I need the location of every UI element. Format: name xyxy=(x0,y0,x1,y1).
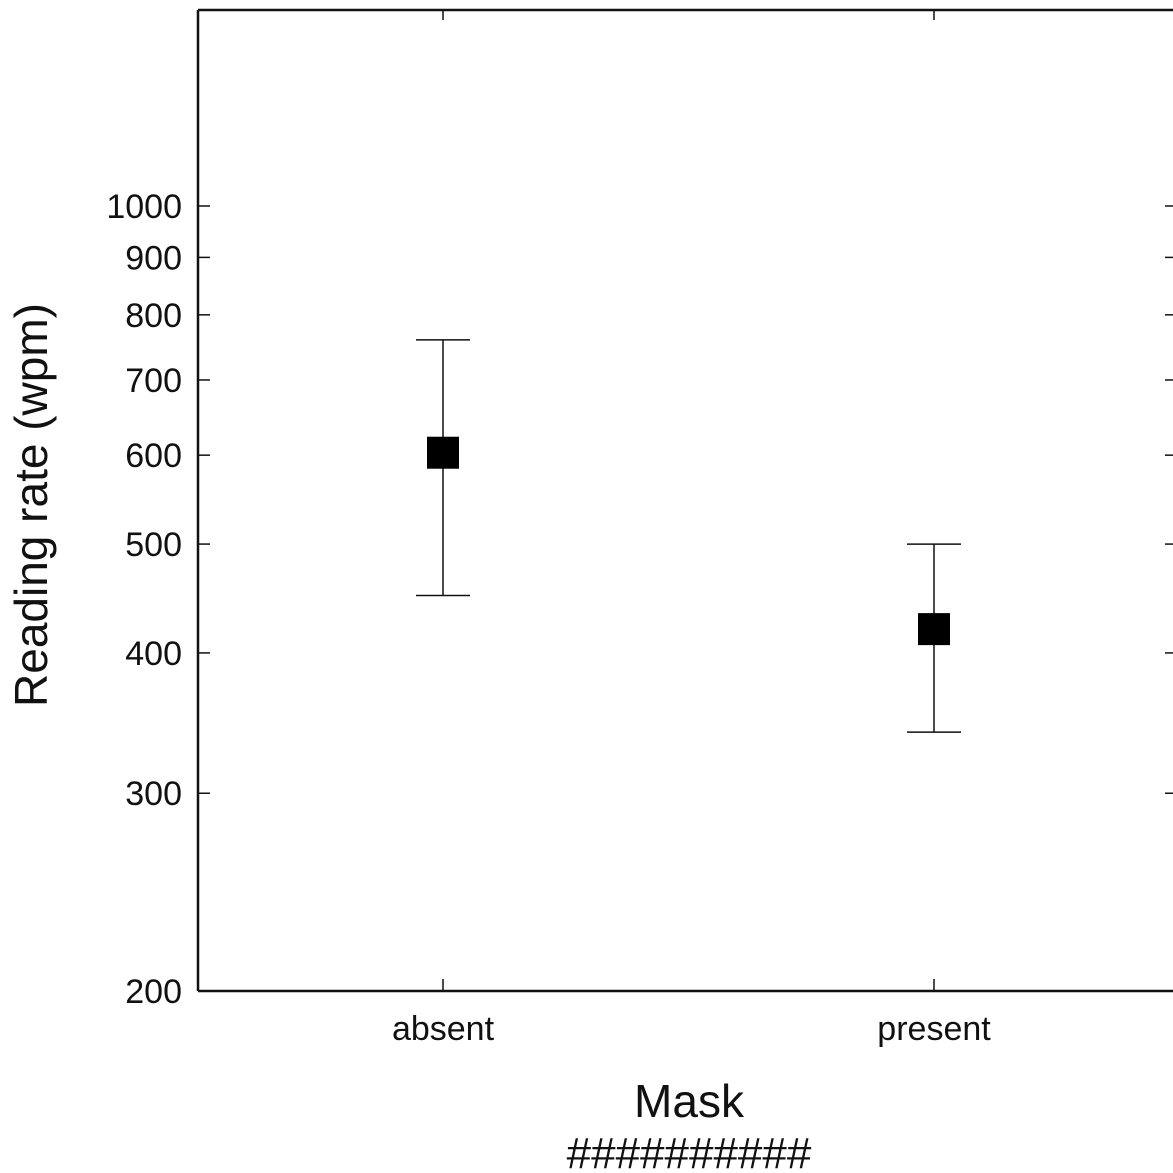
y-tick-label: 400 xyxy=(125,635,182,673)
y-axis-title: Reading rate (wpm) xyxy=(5,303,57,707)
y-tick-label: 500 xyxy=(125,526,182,564)
y-tick-label: 900 xyxy=(125,239,182,277)
y-tick-label: 300 xyxy=(125,775,182,813)
x-axis-ticks: absent present xyxy=(392,10,991,1048)
plot-frame xyxy=(196,8,1173,993)
data-point-present xyxy=(918,613,950,646)
x-tick-label: present xyxy=(877,1010,991,1048)
y-tick-label: 700 xyxy=(125,362,182,400)
y-tick-label: 1000 xyxy=(106,188,182,226)
y-axis-ticks: 200 300 400 500 600 700 800 900 1000 xyxy=(106,188,1173,1011)
y-tick-label: 200 xyxy=(125,973,182,1011)
y-tick-label: 800 xyxy=(125,297,182,335)
x-tick-label: absent xyxy=(392,1010,495,1048)
y-tick-label: 600 xyxy=(125,437,182,475)
mask-symbol-annotation: ########## xyxy=(567,1129,812,1173)
error-bars xyxy=(416,339,961,733)
data-markers xyxy=(427,436,950,646)
data-point-absent xyxy=(427,436,459,469)
x-axis-title: Mask xyxy=(634,1075,745,1127)
